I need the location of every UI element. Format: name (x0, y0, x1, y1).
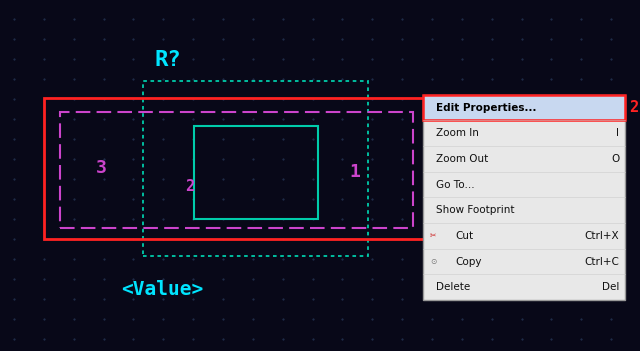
Text: ⊙: ⊙ (430, 257, 436, 266)
Text: 2: 2 (630, 100, 639, 115)
Text: Zoom Out: Zoom Out (436, 154, 489, 164)
Bar (194, 126, 317, 219)
Text: Show Footprint: Show Footprint (436, 205, 515, 215)
Text: Cut: Cut (456, 231, 474, 241)
Text: 1: 1 (431, 167, 439, 181)
Text: Del: Del (602, 282, 620, 292)
Text: Ctrl+C: Ctrl+C (584, 257, 620, 267)
Text: 3: 3 (96, 159, 107, 178)
Text: ✂: ✂ (430, 231, 436, 240)
Text: Edit Properties...: Edit Properties... (436, 102, 537, 113)
Bar (44, 98, 426, 239)
Text: Zoom In: Zoom In (436, 128, 479, 138)
Text: O: O (611, 154, 620, 164)
Text: Go To...: Go To... (436, 180, 475, 190)
Bar (60, 112, 413, 228)
Text: Ctrl+X: Ctrl+X (585, 231, 620, 241)
Text: R?: R? (155, 50, 182, 69)
Text: Delete: Delete (436, 282, 471, 292)
Text: <Value>: <Value> (121, 280, 203, 299)
Text: Copy: Copy (456, 257, 482, 267)
Text: I: I (616, 128, 620, 138)
Bar (422, 95, 625, 120)
Text: 1: 1 (349, 163, 360, 181)
Text: 2: 2 (185, 179, 194, 193)
Bar (422, 95, 625, 300)
Bar (143, 81, 369, 256)
